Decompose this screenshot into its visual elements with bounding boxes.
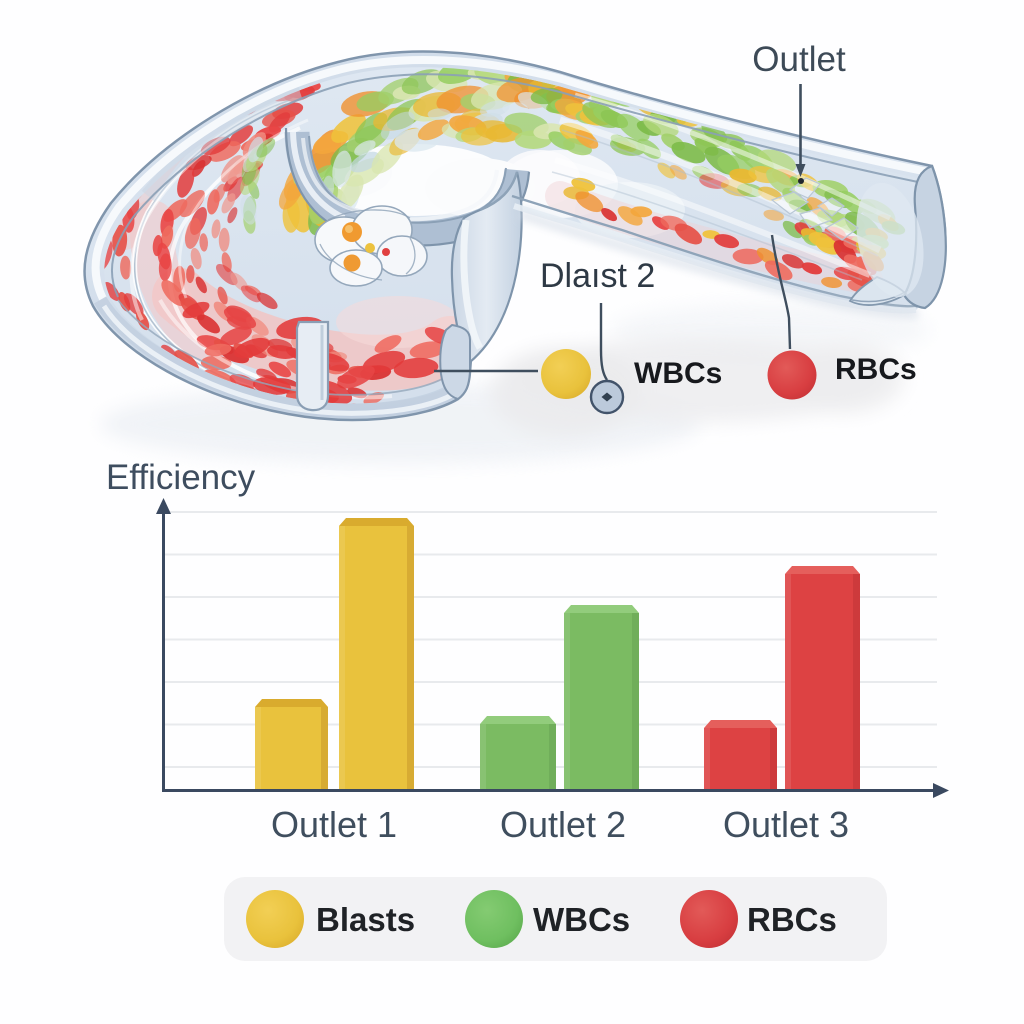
svg-text:RBCs: RBCs [747,901,837,938]
svg-text:Outlet 2: Outlet 2 [500,804,626,845]
svg-text:Blasts: Blasts [316,901,415,938]
svg-text:Outlet 3: Outlet 3 [723,804,849,845]
svg-text:RBCs: RBCs [835,353,917,386]
svg-text:WBCs: WBCs [634,357,722,390]
svg-text:Efficiency: Efficiency [106,458,256,497]
svg-text:Outlet: Outlet [752,40,846,79]
svg-text:Outlet 1: Outlet 1 [271,804,397,845]
svg-text:Dlaıst 2: Dlaıst 2 [540,257,655,295]
svg-text:WBCs: WBCs [533,901,630,938]
